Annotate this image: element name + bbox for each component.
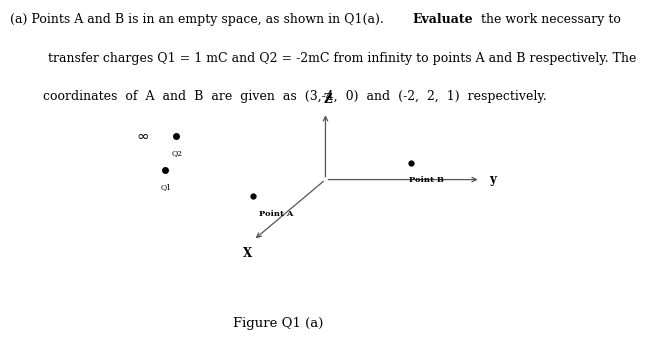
Text: Point A: Point A (259, 210, 293, 218)
Text: Figure Q1 (a): Figure Q1 (a) (233, 317, 324, 330)
Text: $\infty$: $\infty$ (136, 129, 149, 143)
Text: the work necessary to: the work necessary to (478, 13, 621, 26)
Text: X: X (243, 247, 253, 260)
Text: coordinates  of  A  and  B  are  given  as  (3,-4,  0)  and  (-2,  2,  1)  respe: coordinates of A and B are given as (3,-… (43, 91, 547, 103)
Text: Point B: Point B (409, 176, 444, 184)
Text: (a) Points A and B is in an empty space, as shown in Q1(a).: (a) Points A and B is in an empty space,… (9, 13, 387, 26)
Text: Z: Z (324, 93, 332, 106)
Text: Evaluate: Evaluate (413, 13, 473, 26)
Text: Q1: Q1 (161, 183, 172, 191)
Text: transfer charges Q1 = 1 mC and Q2 = -2mC from infinity to points A and B respect: transfer charges Q1 = 1 mC and Q2 = -2mC… (48, 52, 637, 65)
Text: y: y (489, 173, 496, 186)
Text: Q2: Q2 (172, 149, 183, 157)
